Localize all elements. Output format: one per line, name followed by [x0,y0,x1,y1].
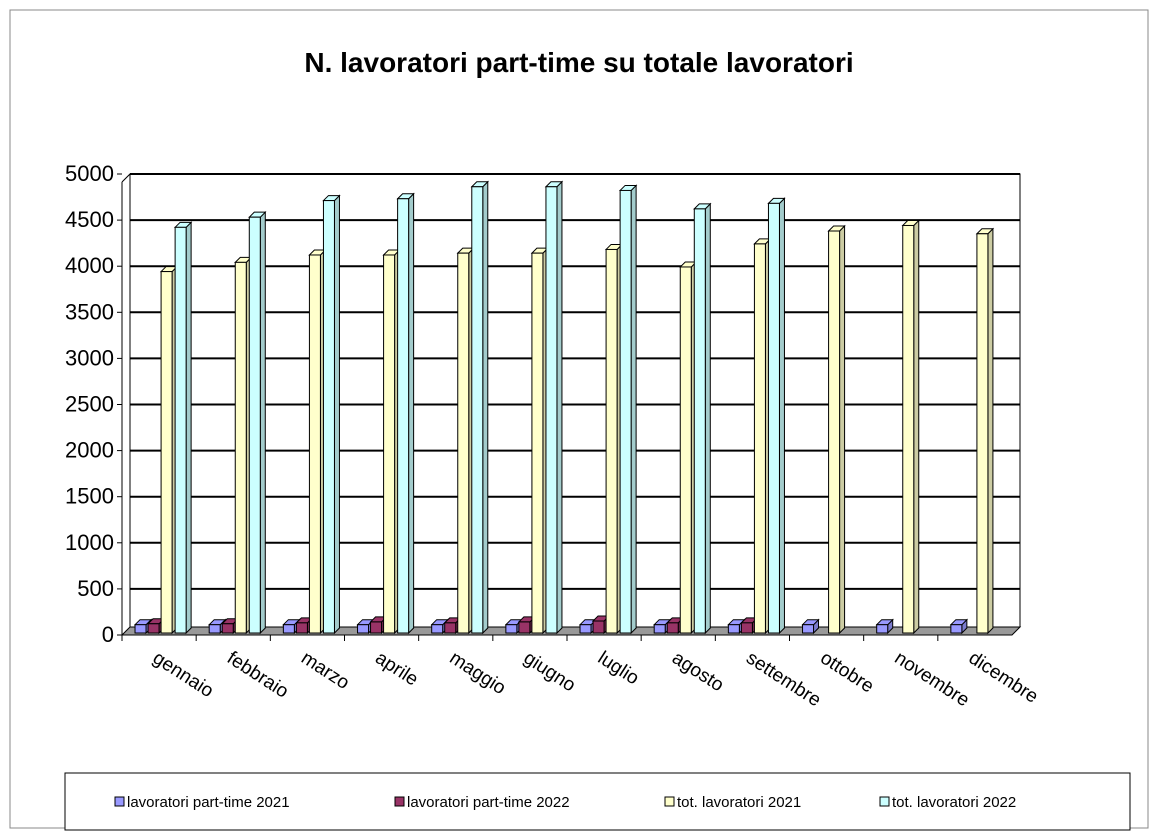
bar [531,252,544,634]
bar [248,216,261,634]
bar [221,623,234,634]
bar [322,200,335,634]
bar [767,202,780,634]
bar [208,624,221,634]
bar [505,624,518,634]
bar-side [704,202,711,635]
bar [753,243,766,634]
bar [876,624,889,634]
legend-swatch [114,796,125,807]
chart-title: N. lavoratori part-time su totale lavora… [304,47,853,78]
bar [653,624,666,634]
bar [457,252,470,634]
bar-side [333,194,340,635]
bar [693,208,706,634]
bar [976,233,989,634]
y-tick-label: 4000 [65,253,114,278]
bar [828,230,841,634]
bar [134,624,147,634]
bar [619,189,632,634]
bar-side [259,210,266,635]
y-tick-label: 2000 [65,438,114,463]
bar [802,624,815,634]
bar [370,621,383,634]
bar [160,271,173,634]
bar [444,622,457,634]
bar [397,198,410,634]
y-tick-label: 2500 [65,392,114,417]
bar [579,624,592,634]
bar [902,224,915,634]
bar [174,226,187,634]
y-tick-label: 3000 [65,345,114,370]
y-tick-label: 1500 [65,484,114,509]
bar [727,624,740,634]
legend-label: tot. lavoratori 2022 [892,794,1016,811]
legend-box [64,772,1131,831]
bar-side [408,192,415,635]
bar [592,620,605,634]
bar-side [185,221,192,635]
bar [431,624,444,634]
legend-label: lavoratori part-time 2022 [407,794,570,811]
bar [357,624,370,634]
y-tick-label: 3500 [65,299,114,324]
bar-side [778,197,785,635]
y-tick-label: 4500 [65,207,114,232]
bar [234,261,247,634]
bar-side [630,184,637,635]
bar [282,624,295,634]
bar [308,254,321,634]
y-tick-label: 500 [77,576,114,601]
bar [666,622,679,634]
legend-label: tot. lavoratori 2021 [677,794,801,811]
y-tick-label: 1000 [65,530,114,555]
y-tick-label: 5000 [65,161,114,186]
bar [679,266,692,634]
bar-side [839,224,846,635]
bar-side [556,180,563,635]
bar [471,186,484,634]
bar [950,624,963,634]
bar [383,254,396,634]
legend-swatch [394,796,405,807]
bar [518,621,531,634]
bar [545,186,558,634]
y-tick-label: 0 [102,622,114,647]
legend-swatch [879,796,890,807]
bar [295,622,308,634]
bar-side [987,227,994,635]
bar [147,623,160,634]
legend-label: lavoratori part-time 2021 [127,794,290,811]
y-axis-depth [121,173,131,183]
bar-side [482,180,489,635]
legend-swatch [664,796,675,807]
bar-side [913,219,920,635]
bar [605,248,618,634]
bar [740,622,753,634]
